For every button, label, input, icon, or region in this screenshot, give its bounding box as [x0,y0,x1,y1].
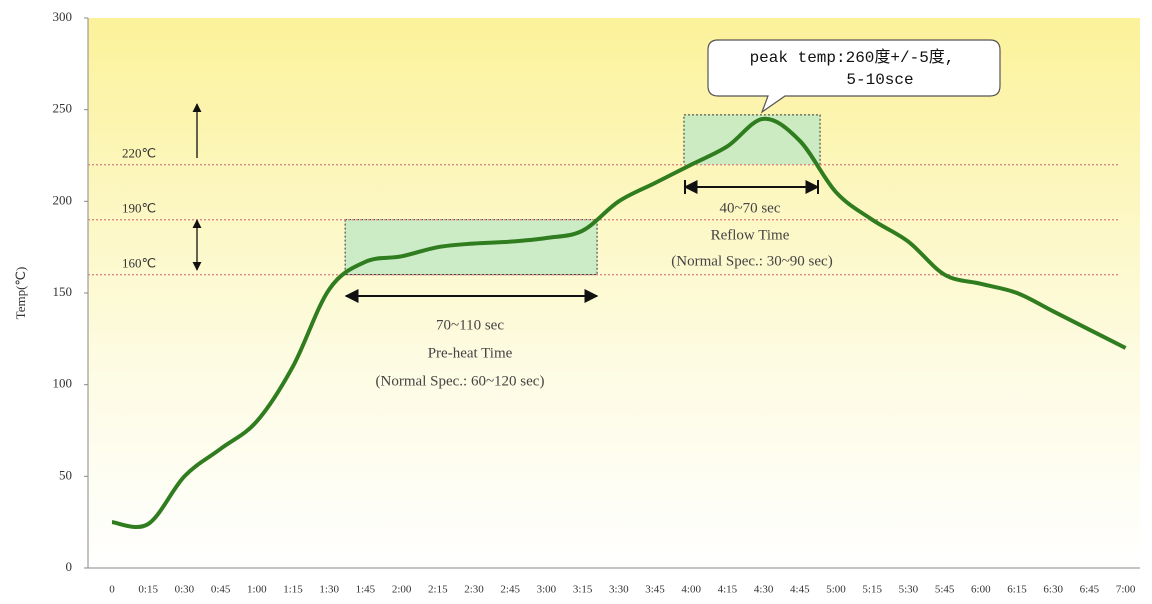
y-tick-label: 50 [59,467,72,482]
x-tick-label: 4:30 [754,584,774,596]
x-tick-label: 1:00 [247,584,267,596]
annotation: Reflow Time [711,227,790,243]
x-tick-label: 2:00 [392,584,412,596]
x-tick-label: 3:30 [609,584,629,596]
region-box [344,219,598,276]
x-tick-label: 0:15 [138,584,158,596]
y-tick-label: 100 [53,376,73,391]
y-tick-label: 0 [66,559,73,574]
x-tick-label: 2:45 [500,584,520,596]
annotation: Pre-heat Time [428,345,513,361]
x-tick-label: 3:00 [537,584,557,596]
x-tick-label: 6:30 [1043,584,1063,596]
x-tick-label: 0:45 [211,584,231,596]
y-tick-label: 300 [53,9,73,24]
x-tick-label: 2:15 [428,584,448,596]
x-tick-label: 3:15 [573,584,593,596]
x-tick-label: 5:45 [935,584,955,596]
plot-background [88,18,1140,568]
x-tick-label: 0:30 [175,584,195,596]
y-axis-label: Temp(℃) [13,267,28,320]
y-tick-label: 250 [53,101,73,116]
callout [707,39,1001,114]
x-tick-label: 6:15 [1007,584,1027,596]
annotation: 70~110 sec [436,317,504,333]
x-tick-label: 0 [109,584,115,596]
x-tick-label: 1:15 [283,584,303,596]
y-tick-label: 150 [53,284,73,299]
reference-label: 220℃ [122,146,156,161]
temperature-line [111,116,1127,529]
annotation: (Normal Spec.: 60~120 sec) [376,373,545,389]
y-tick-label: 200 [53,192,73,207]
x-tick-label: 4:15 [718,584,738,596]
annotation: (Normal Spec.: 30~90 sec) [671,253,832,269]
x-tick-label: 5:00 [826,584,846,596]
x-tick-label: 7:00 [1116,584,1136,596]
x-tick-label: 3:45 [645,584,665,596]
x-tick-label: 5:15 [862,584,882,596]
x-tick-label: 1:45 [356,584,376,596]
x-tick-label: 6:45 [1080,584,1100,596]
x-tick-label: 5:30 [899,584,919,596]
x-tick-label: 2:30 [464,584,484,596]
callout-text: 5-10sce [846,71,913,89]
x-tick-label: 4:45 [790,584,810,596]
annotation: 40~70 sec [719,200,780,216]
reference-label: 160℃ [122,256,156,271]
reference-label: 190℃ [122,201,156,216]
x-tick-label: 1:30 [319,584,339,596]
x-tick-label: 4:00 [681,584,701,596]
x-tick-label: 6:00 [971,584,991,596]
callout-text: peak temp:260度+/-5度, [750,48,955,67]
